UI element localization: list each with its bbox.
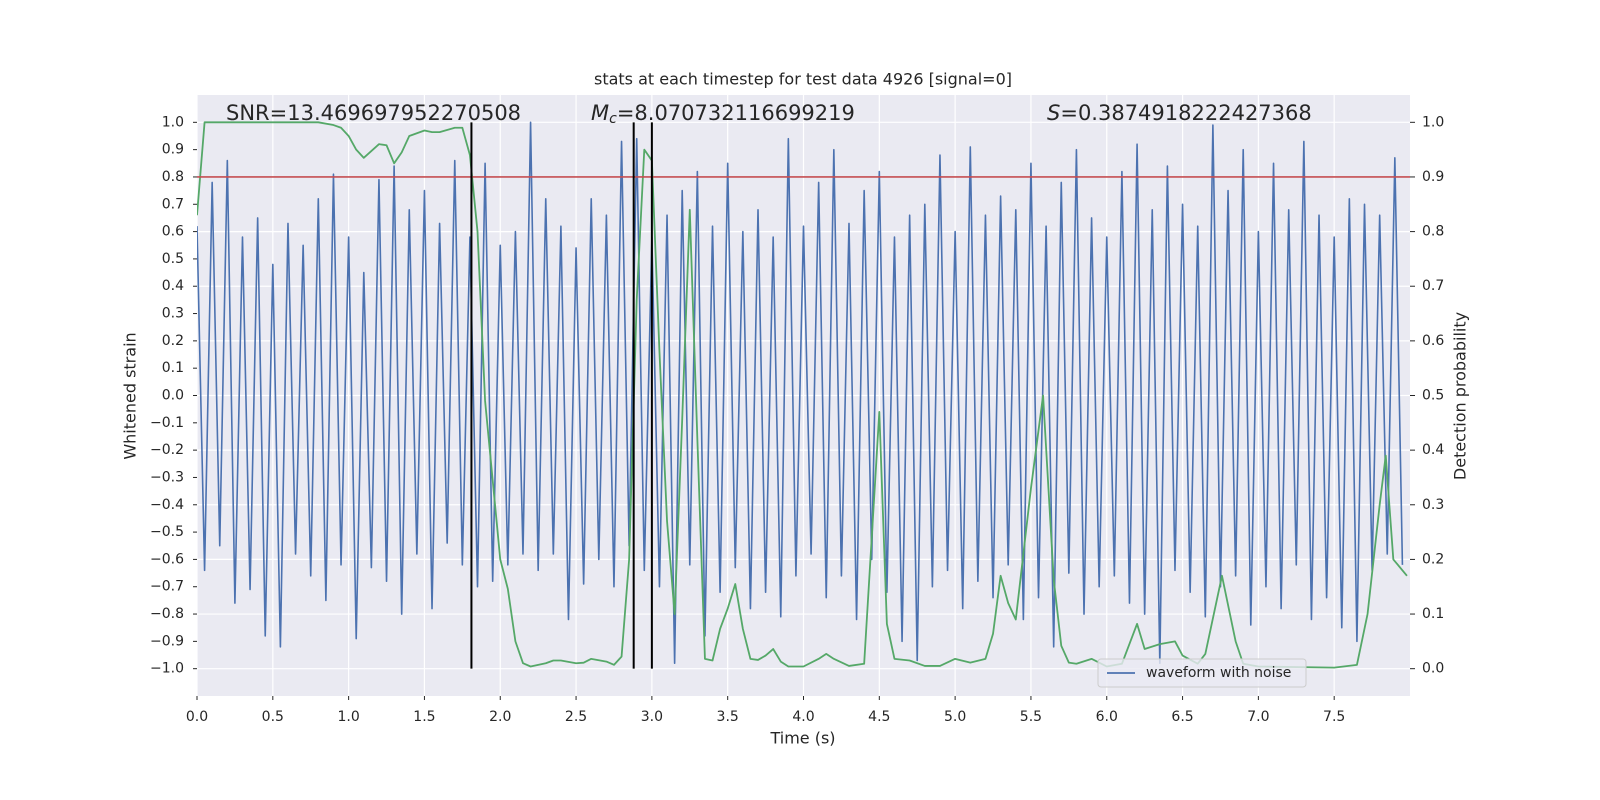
x-tick-label: 3.0 bbox=[641, 709, 663, 725]
y2-tick-label: 0.0 bbox=[1422, 661, 1444, 677]
y2-tick-label: 1.0 bbox=[1422, 114, 1444, 130]
x-tick-label: 4.5 bbox=[868, 709, 890, 725]
x-tick-label: 2.0 bbox=[489, 709, 511, 725]
y-tick-label: −0.2 bbox=[150, 442, 184, 458]
y-tick-label: −0.9 bbox=[150, 633, 184, 649]
annotation: SNR=13.469697952270508 bbox=[226, 101, 521, 125]
plot-area bbox=[197, 121, 1410, 669]
y-tick-label: 0.3 bbox=[162, 306, 184, 322]
y-tick-label: −0.6 bbox=[150, 551, 184, 567]
x-tick-label: 0.5 bbox=[262, 709, 284, 725]
x-tick-label: 1.0 bbox=[337, 709, 359, 725]
y-tick-label: 0.7 bbox=[162, 196, 184, 212]
y2-tick-label: 0.2 bbox=[1422, 551, 1444, 567]
annotation-text: SNR=13.469697952270508 bbox=[226, 101, 521, 125]
y-tick-label: 0.4 bbox=[162, 278, 184, 294]
y2-tick-label: 0.7 bbox=[1422, 278, 1444, 294]
y-tick-label: 1.0 bbox=[162, 114, 184, 130]
y2-tick-label: 0.5 bbox=[1422, 388, 1444, 404]
annotation-symbol: M bbox=[591, 101, 609, 125]
y-tick-label: −0.4 bbox=[150, 497, 184, 513]
x-tick-label: 1.5 bbox=[413, 709, 435, 725]
y-tick-label: 0.5 bbox=[162, 251, 184, 267]
y-tick-label: 0.0 bbox=[162, 388, 184, 404]
annotation: Mc=8.070732116699219 bbox=[591, 101, 855, 127]
y2-tick-label: 0.9 bbox=[1422, 169, 1444, 185]
x-tick-label: 5.5 bbox=[1020, 709, 1042, 725]
y-tick-label: 0.8 bbox=[162, 169, 184, 185]
legend: waveform with noise bbox=[1097, 658, 1307, 688]
y2-tick-label: 0.3 bbox=[1422, 497, 1444, 513]
x-tick-label: 4.0 bbox=[792, 709, 814, 725]
y-tick-label: 0.1 bbox=[162, 360, 184, 376]
annotation-text: =0.3874918222427368 bbox=[1060, 101, 1311, 125]
y-tick-label: −1.0 bbox=[150, 661, 184, 677]
y2-axis-label: Detection probability bbox=[1451, 312, 1470, 480]
x-tick-label: 2.5 bbox=[565, 709, 587, 725]
y-tick-label: 0.6 bbox=[162, 224, 184, 240]
x-tick-label: 3.5 bbox=[717, 709, 739, 725]
y-tick-label: −0.8 bbox=[150, 606, 184, 622]
y-tick-label: −0.3 bbox=[150, 469, 184, 485]
legend-box bbox=[1097, 658, 1307, 688]
y2-tick-label: 0.1 bbox=[1422, 606, 1444, 622]
y-axis-label: Whitened strain bbox=[121, 332, 140, 459]
chart-title: stats at each timestep for test data 492… bbox=[594, 70, 1012, 89]
x-tick-label: 5.0 bbox=[944, 709, 966, 725]
series-line bbox=[197, 121, 1404, 665]
x-axis-label: Time (s) bbox=[769, 729, 835, 748]
x-tick-label: 0.0 bbox=[186, 709, 208, 725]
y-tick-label: −0.5 bbox=[150, 524, 184, 540]
y2-tick-label: 0.4 bbox=[1422, 442, 1444, 458]
annotation-subscript: c bbox=[609, 111, 617, 127]
y2-tick-label: 0.8 bbox=[1422, 224, 1444, 240]
x-tick-label: 7.0 bbox=[1247, 709, 1269, 725]
y2-tick-label: 0.6 bbox=[1422, 333, 1444, 349]
axes: 0.0 0.5 1.0 1.5 2.0 2.5 3.0 3.5 4.0 4.5 5.0 5.5 6.0 6… bbox=[150, 114, 1444, 725]
annotation-symbol: S bbox=[1047, 101, 1060, 125]
x-tick-label: 6.0 bbox=[1096, 709, 1118, 725]
y-tick-label: −0.1 bbox=[150, 415, 184, 431]
y-tick-label: 0.2 bbox=[162, 333, 184, 349]
y-tick-label: −0.7 bbox=[150, 579, 184, 595]
annotation-text: =8.070732116699219 bbox=[617, 101, 855, 125]
legend-label: waveform with noise bbox=[1146, 665, 1291, 681]
y-tick-label: 0.9 bbox=[162, 142, 184, 158]
x-tick-label: 6.5 bbox=[1171, 709, 1193, 725]
x-tick-label: 7.5 bbox=[1323, 709, 1345, 725]
annotation: S=0.3874918222427368 bbox=[1047, 101, 1312, 125]
